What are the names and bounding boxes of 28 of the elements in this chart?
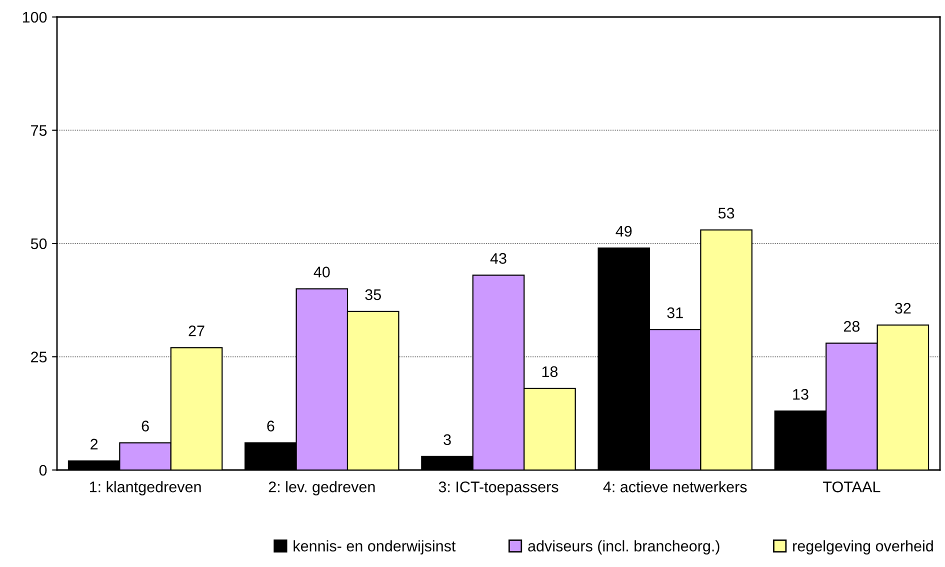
legend-label: regelgeving overheid: [793, 540, 933, 554]
legend-label: kennis- en onderwijsinst: [294, 540, 456, 554]
data-label: 31: [667, 307, 683, 318]
y-tick-label: 25: [31, 352, 47, 362]
data-label: 6: [142, 420, 149, 432]
y-tick-label: 50: [30, 238, 47, 250]
x-tick-label: TOTAAL: [823, 482, 880, 492]
data-label: 53: [718, 208, 734, 219]
data-label: 3: [444, 434, 451, 446]
data-label: 40: [314, 266, 330, 278]
data-label: 2: [90, 438, 98, 450]
data-label: 18: [542, 366, 558, 378]
x-tick-label: 2: lev. gedreven: [268, 481, 375, 496]
data-label: 32: [895, 302, 911, 314]
x-tick-label: 1: klantgedreven: [90, 481, 201, 496]
data-label: 43: [490, 253, 506, 264]
y-tick-label: 100: [22, 12, 47, 23]
data-label: 49: [616, 226, 632, 237]
x-tick-label: 4: actieve netwerkers: [603, 481, 747, 492]
legend-label: adviseurs (incl. brancheorg.): [528, 540, 720, 554]
data-label: 27: [188, 326, 204, 336]
data-label: 6: [267, 420, 274, 432]
y-tick-label: 0: [39, 464, 47, 476]
data-label: 35: [365, 289, 381, 300]
data-label: 13: [793, 388, 808, 400]
y-tick-label: 75: [31, 125, 47, 136]
data-label: 28: [844, 320, 860, 332]
x-tick-label: 3: ICT-toepassers: [438, 482, 558, 496]
